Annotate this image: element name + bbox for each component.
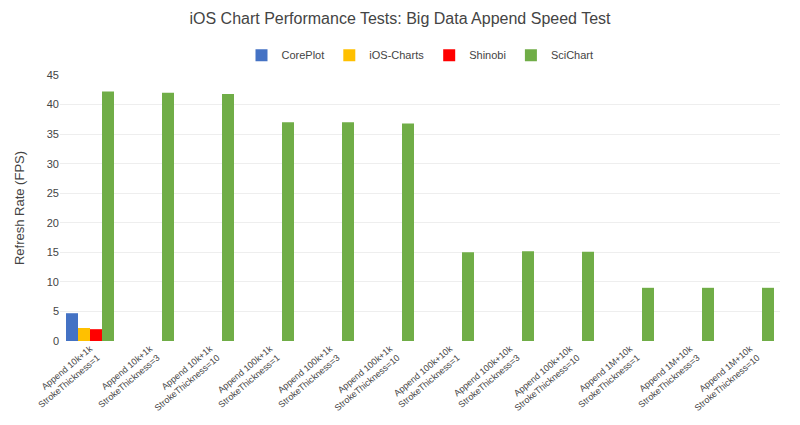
svg-text:Append 10k+1kStrokeThickness=3: Append 10k+1kStrokeThickness=3 <box>89 344 162 410</box>
svg-text:CorePlot: CorePlot <box>282 49 325 61</box>
svg-text:Shinobi: Shinobi <box>469 49 506 61</box>
svg-text:10: 10 <box>47 276 59 288</box>
svg-text:Refresh Rate (FPS): Refresh Rate (FPS) <box>12 151 27 265</box>
svg-text:Append 100k+10kStrokeThickness: Append 100k+10kStrokeThickness=1 <box>389 344 462 410</box>
svg-text:iOS Chart Performance Tests: B: iOS Chart Performance Tests: Big Data Ap… <box>190 10 612 27</box>
svg-text:Append 100k+1kStrokeThickness=: Append 100k+1kStrokeThickness=3 <box>269 344 342 410</box>
svg-text:15: 15 <box>47 246 59 258</box>
svg-text:5: 5 <box>53 305 59 317</box>
svg-text:Append 100k+10kStrokeThickness: Append 100k+10kStrokeThickness=3 <box>449 344 522 410</box>
svg-text:30: 30 <box>47 158 59 170</box>
svg-text:Append 100k+1kStrokeThickness=: Append 100k+1kStrokeThickness=10 <box>325 344 402 414</box>
svg-text:Append 10k+1kStrokeThickness=1: Append 10k+1kStrokeThickness=10 <box>145 344 222 414</box>
svg-text:25: 25 <box>47 187 59 199</box>
svg-text:Append 1M+10kStrokeThickness=1: Append 1M+10kStrokeThickness=10 <box>685 344 762 414</box>
svg-text:45: 45 <box>47 69 59 81</box>
svg-text:Append 100k+1kStrokeThickness=: Append 100k+1kStrokeThickness=1 <box>209 344 282 410</box>
svg-text:Append 10k+1kStrokeThickness=1: Append 10k+1kStrokeThickness=1 <box>29 344 102 410</box>
svg-text:35: 35 <box>47 128 59 140</box>
svg-text:40: 40 <box>47 98 59 110</box>
svg-text:20: 20 <box>47 217 59 229</box>
svg-text:iOS-Charts: iOS-Charts <box>369 49 424 61</box>
svg-text:0: 0 <box>53 335 59 347</box>
svg-text:SciChart: SciChart <box>551 49 593 61</box>
svg-text:Append 1M+10kStrokeThickness=3: Append 1M+10kStrokeThickness=3 <box>629 344 702 410</box>
svg-text:Append 100k+10kStrokeThickness: Append 100k+10kStrokeThickness=10 <box>505 344 582 414</box>
svg-text:Append 1M+10kStrokeThickness=1: Append 1M+10kStrokeThickness=1 <box>569 344 642 410</box>
